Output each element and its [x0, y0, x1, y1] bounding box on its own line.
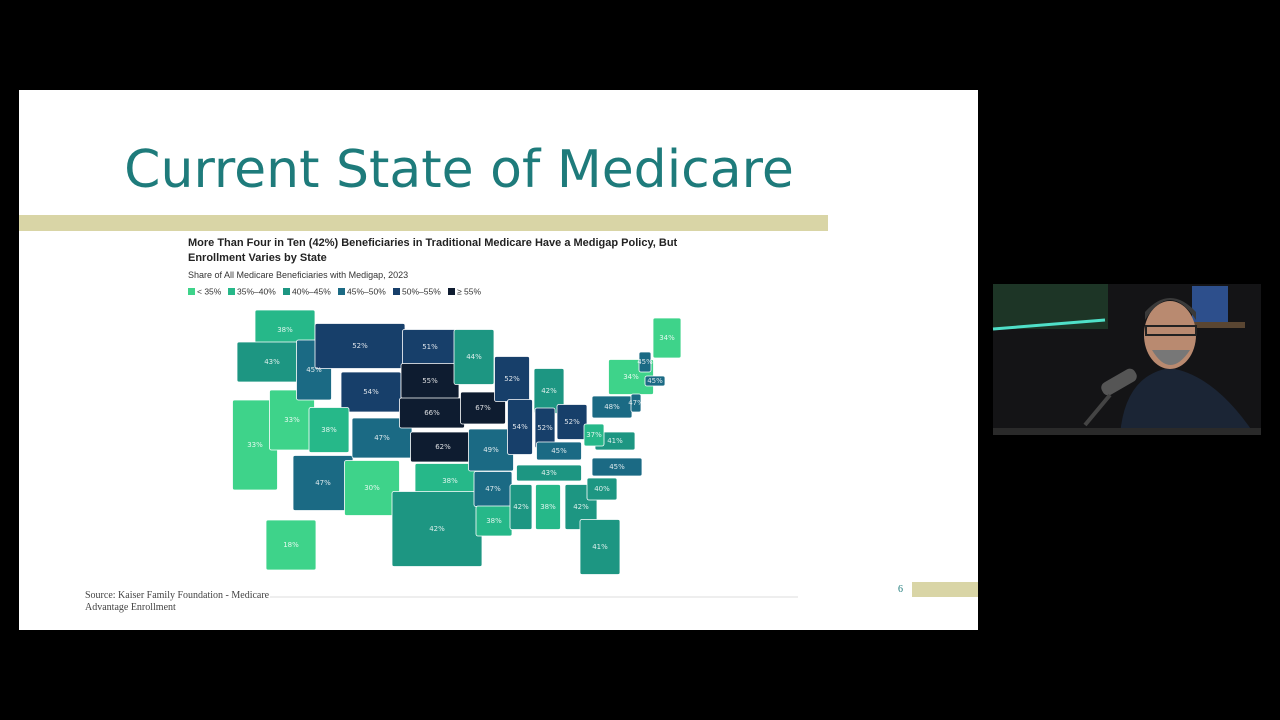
webcam-person-body	[1120, 368, 1255, 435]
state-label: 52%	[537, 424, 553, 432]
state	[583, 423, 605, 447]
legend-label: 45%–50%	[347, 286, 386, 296]
legend: < 35% 35%–40% 40%–45% 45%–50% 50%–55% ≥ 55%	[188, 286, 481, 296]
state-label: 44%	[466, 353, 482, 361]
state-label: 48%	[604, 403, 620, 411]
state-label: 33%	[284, 416, 300, 424]
state-label: 40%	[594, 485, 610, 493]
state-label: 52%	[504, 375, 520, 383]
state-label: 43%	[541, 469, 557, 477]
state-label: 45%	[306, 366, 322, 374]
legend-swatch	[338, 288, 345, 295]
state	[586, 477, 618, 501]
legend-label: 50%–55%	[402, 286, 441, 296]
state-label: 30%	[364, 484, 380, 492]
state	[638, 351, 652, 373]
state	[591, 457, 643, 477]
map: 38% 43% 33% 33% 45% 52% 54% 38% 47% 47% 30% 51% 55% 6…	[232, 309, 682, 575]
state	[344, 460, 400, 516]
state	[535, 484, 561, 530]
state	[556, 404, 588, 440]
legend-label: 40%–45%	[292, 286, 331, 296]
legend-swatch	[448, 288, 455, 295]
webcam-mic-arm	[1083, 393, 1112, 427]
state-label: 38%	[540, 503, 556, 511]
webcam-beard	[1152, 350, 1190, 365]
webcam-person-hair	[1145, 298, 1196, 320]
webcam-sign	[1192, 286, 1228, 326]
state-label: 45%	[551, 447, 567, 455]
webcam-glasses	[1145, 325, 1197, 336]
state	[652, 317, 682, 359]
state-label: 54%	[512, 423, 528, 431]
state-label: 47%	[485, 485, 501, 493]
legend-swatch	[228, 288, 235, 295]
state-label: 67%	[475, 404, 491, 412]
state	[507, 399, 533, 455]
state	[536, 441, 582, 461]
state-label: 41%	[607, 437, 623, 445]
state-label: 51%	[422, 343, 438, 351]
slide-title: Current State of Medicare	[124, 140, 794, 200]
state-label: 42%	[541, 387, 557, 395]
map-title: More Than Four in Ten (42%) Beneficiarie…	[188, 237, 678, 264]
webcam-mic	[1101, 368, 1137, 396]
state-label: 54%	[363, 388, 379, 396]
state-label: 55%	[422, 377, 438, 385]
source-note: Source: Kaiser Family Foundation - Medic…	[85, 590, 270, 613]
state-label: 52%	[564, 418, 580, 426]
legend-label: 35%–40%	[237, 286, 276, 296]
legend-label: < 35%	[197, 286, 222, 296]
webcam-light	[992, 318, 1106, 331]
webcam	[992, 284, 1261, 435]
state	[308, 407, 350, 453]
state-label: 38%	[321, 426, 337, 434]
state-label: 47%	[374, 434, 390, 442]
legend-swatch	[393, 288, 400, 295]
footer-bar	[912, 582, 978, 597]
state-label: 45%	[637, 358, 653, 366]
webcam-shelf	[1190, 322, 1245, 328]
state-label: 37%	[586, 431, 602, 439]
state	[630, 393, 642, 413]
state-label: 66%	[424, 409, 440, 417]
map-subtitle: Share of All Medicare Beneficiaries with…	[188, 270, 409, 280]
state-label: 42%	[513, 503, 529, 511]
page-number: 6	[898, 584, 903, 595]
title-rule	[19, 215, 828, 231]
state-label: 33%	[247, 441, 263, 449]
state-label: 41%	[592, 543, 608, 551]
state-label: 49%	[483, 446, 499, 454]
legend-swatch	[283, 288, 290, 295]
state	[516, 464, 582, 482]
state-label: 47%	[628, 399, 644, 407]
state	[265, 519, 317, 571]
state-label: 47%	[315, 479, 331, 487]
state-label: 45%	[647, 377, 663, 385]
state	[509, 484, 533, 530]
legend-label: ≥ 55%	[457, 286, 481, 296]
state-label: 18%	[283, 541, 299, 549]
state-label: 38%	[277, 326, 293, 334]
state-label: 38%	[442, 477, 458, 485]
state-label: 45%	[609, 463, 625, 471]
state-label: 38%	[486, 517, 502, 525]
state-label: 34%	[623, 373, 639, 381]
webcam-caption-bar	[993, 428, 1261, 435]
state-label: 62%	[435, 443, 451, 451]
state-label: 42%	[573, 503, 589, 511]
legend-swatch	[188, 288, 195, 295]
state	[644, 375, 666, 387]
state-label: 34%	[659, 334, 675, 342]
state-label: 43%	[264, 358, 280, 366]
state	[579, 519, 621, 575]
state-label: 42%	[429, 525, 445, 533]
state-label: 52%	[352, 342, 368, 350]
state	[453, 329, 495, 385]
